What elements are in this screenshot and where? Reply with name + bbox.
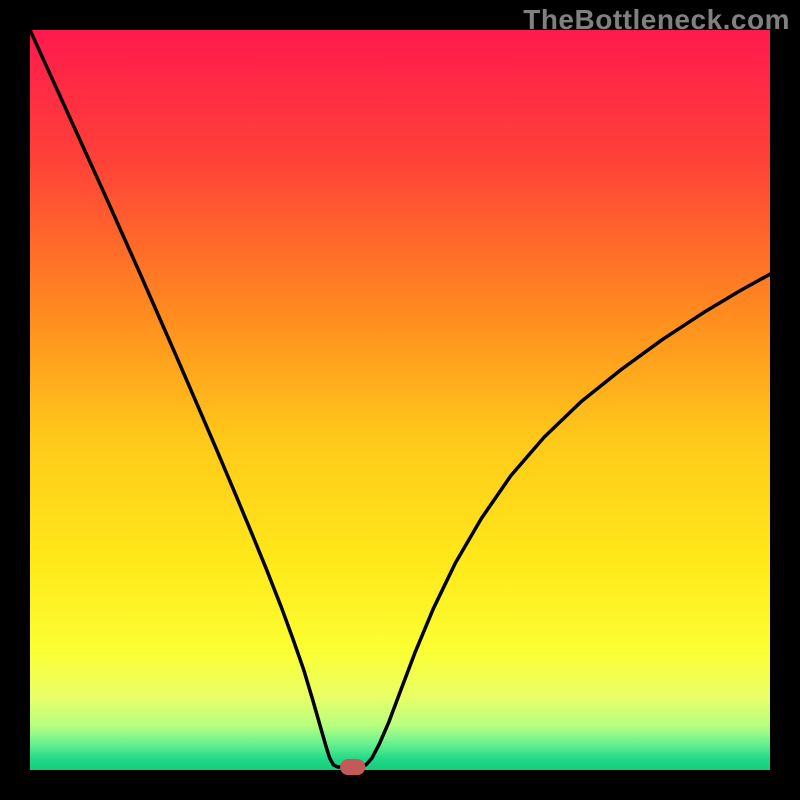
bottleneck-plot	[0, 0, 800, 800]
watermark-text: TheBottleneck.com	[523, 4, 790, 36]
chart-stage: TheBottleneck.com	[0, 0, 800, 800]
plot-gradient-fill	[30, 30, 770, 770]
optimum-marker	[340, 759, 365, 775]
